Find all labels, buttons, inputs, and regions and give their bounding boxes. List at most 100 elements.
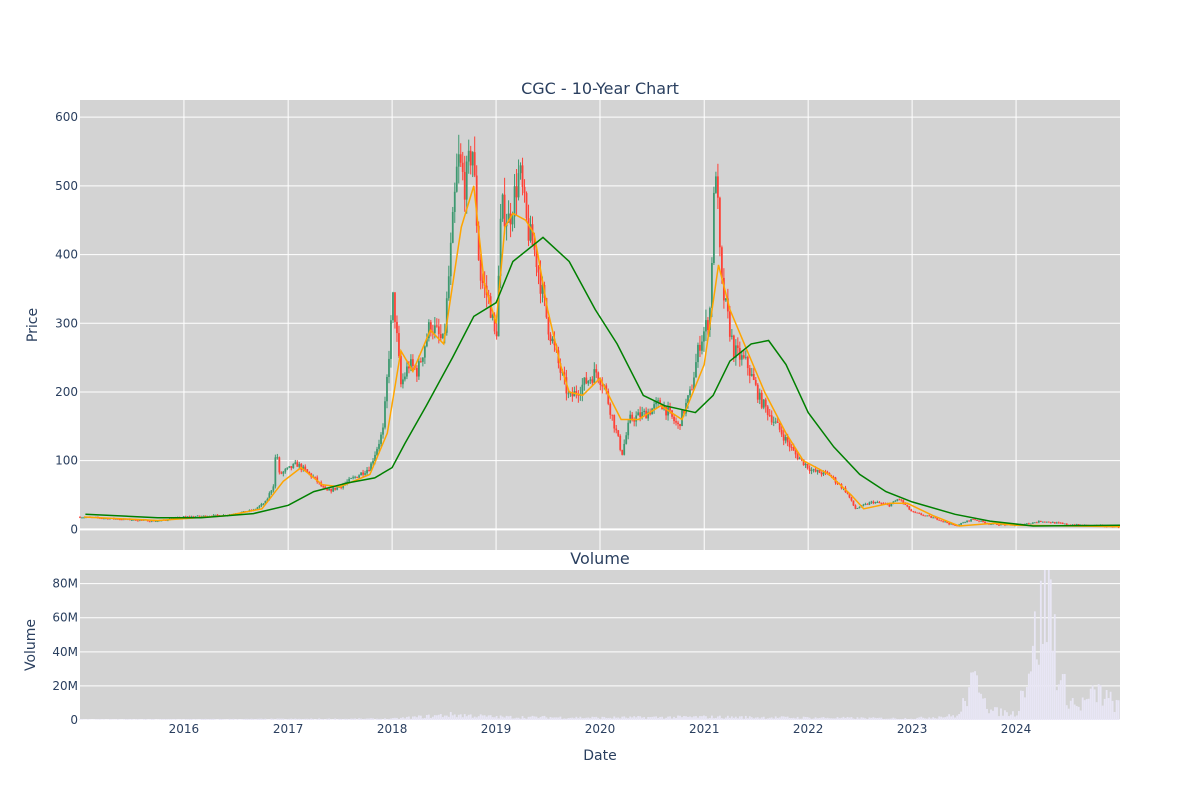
volume-bar — [464, 714, 466, 720]
candle-up — [863, 505, 865, 506]
volume-bar — [641, 718, 643, 720]
volume-bar — [651, 717, 653, 720]
candle-down — [79, 517, 81, 518]
volume-bar — [870, 718, 872, 720]
candle-up — [514, 186, 516, 216]
candle-down — [1054, 522, 1056, 523]
volume-bar — [1036, 659, 1038, 720]
volume-bar — [992, 711, 994, 720]
volume-bar — [434, 715, 436, 720]
volume-bar — [829, 718, 831, 720]
volume-bar — [205, 719, 207, 720]
candle-down — [906, 505, 908, 506]
volume-bar — [496, 716, 498, 720]
volume-bar — [424, 718, 426, 720]
volume-bar — [669, 716, 671, 720]
candle-up — [276, 457, 278, 458]
candle-up — [1064, 524, 1066, 525]
candle-up — [799, 458, 801, 459]
volume-bar — [605, 718, 607, 720]
volume-bar — [902, 719, 904, 720]
candle-up — [81, 518, 83, 519]
candle-up — [593, 369, 595, 383]
volume-plot-area[interactable] — [80, 570, 1120, 720]
volume-bar — [661, 717, 663, 720]
volume-bar — [918, 717, 920, 720]
volume-bar — [1072, 698, 1074, 720]
volume-bar — [159, 719, 161, 720]
volume-bar — [623, 716, 625, 720]
volume-chart-title: Volume — [570, 549, 630, 568]
volume-bar — [645, 719, 647, 720]
volume-bar — [334, 718, 336, 720]
candle-down — [611, 415, 613, 416]
volume-bar — [839, 718, 841, 720]
volume-bar — [548, 719, 550, 720]
candle-down — [534, 245, 536, 250]
volume-bar — [147, 719, 149, 720]
candle-down — [304, 467, 306, 470]
volume-bar — [912, 719, 914, 720]
volume-bar — [647, 717, 649, 720]
volume-bar — [342, 719, 344, 720]
candle-down — [440, 334, 442, 338]
candle-up — [703, 331, 705, 341]
candle-down — [968, 521, 970, 522]
volume-bar — [288, 719, 290, 720]
volume-bar — [364, 719, 366, 720]
volume-bar — [197, 719, 199, 720]
volume-bar — [994, 707, 996, 720]
candle-down — [761, 393, 763, 408]
volume-bar — [1008, 716, 1010, 720]
volume-bar — [745, 716, 747, 720]
volume-bar — [520, 719, 522, 720]
volume-bar — [813, 719, 815, 720]
volume-bar — [422, 718, 424, 720]
candle-down — [972, 519, 974, 520]
candle-up — [332, 488, 334, 492]
candle-up — [424, 346, 426, 357]
candle-down — [1062, 523, 1064, 524]
volume-bar — [544, 716, 546, 720]
volume-bar — [579, 717, 581, 720]
volume-bar — [402, 717, 404, 720]
candle-down — [1058, 522, 1060, 523]
volume-bar — [213, 719, 215, 720]
candle-down — [743, 355, 745, 357]
volume-bar — [1082, 698, 1084, 720]
volume-bar — [328, 718, 330, 720]
x-tick-label: 2018 — [377, 722, 408, 736]
volume-bar — [382, 719, 384, 720]
volume-bar — [837, 717, 839, 720]
volume-bar — [167, 719, 169, 720]
candle-up — [805, 464, 807, 465]
volume-bar — [769, 718, 771, 720]
volume-bar — [565, 719, 567, 720]
volume-bar — [573, 718, 575, 720]
candle-down — [807, 464, 809, 468]
volume-bar — [882, 719, 884, 720]
volume-bar — [1094, 689, 1096, 720]
volume-bar — [476, 717, 478, 720]
volume-bar — [621, 717, 623, 720]
x-tick-label: 2022 — [793, 722, 824, 736]
x-tick-label: 2019 — [481, 722, 512, 736]
volume-bar — [374, 719, 376, 720]
volume-bar — [290, 719, 292, 720]
volume-bar — [1010, 715, 1012, 720]
volume-bar — [739, 716, 741, 720]
volume-bar — [227, 719, 229, 720]
volume-bar — [314, 719, 316, 720]
candle-down — [880, 503, 882, 504]
volume-bar — [253, 719, 255, 720]
volume-bar — [823, 717, 825, 720]
volume-bar — [139, 719, 141, 720]
candle-up — [261, 504, 263, 506]
volume-bar — [494, 717, 496, 720]
candle-down — [930, 516, 932, 518]
candle-down — [757, 385, 759, 400]
volume-bar — [480, 714, 482, 720]
volume-bar — [643, 717, 645, 720]
candle-down — [330, 489, 332, 492]
candle-up — [932, 518, 934, 519]
